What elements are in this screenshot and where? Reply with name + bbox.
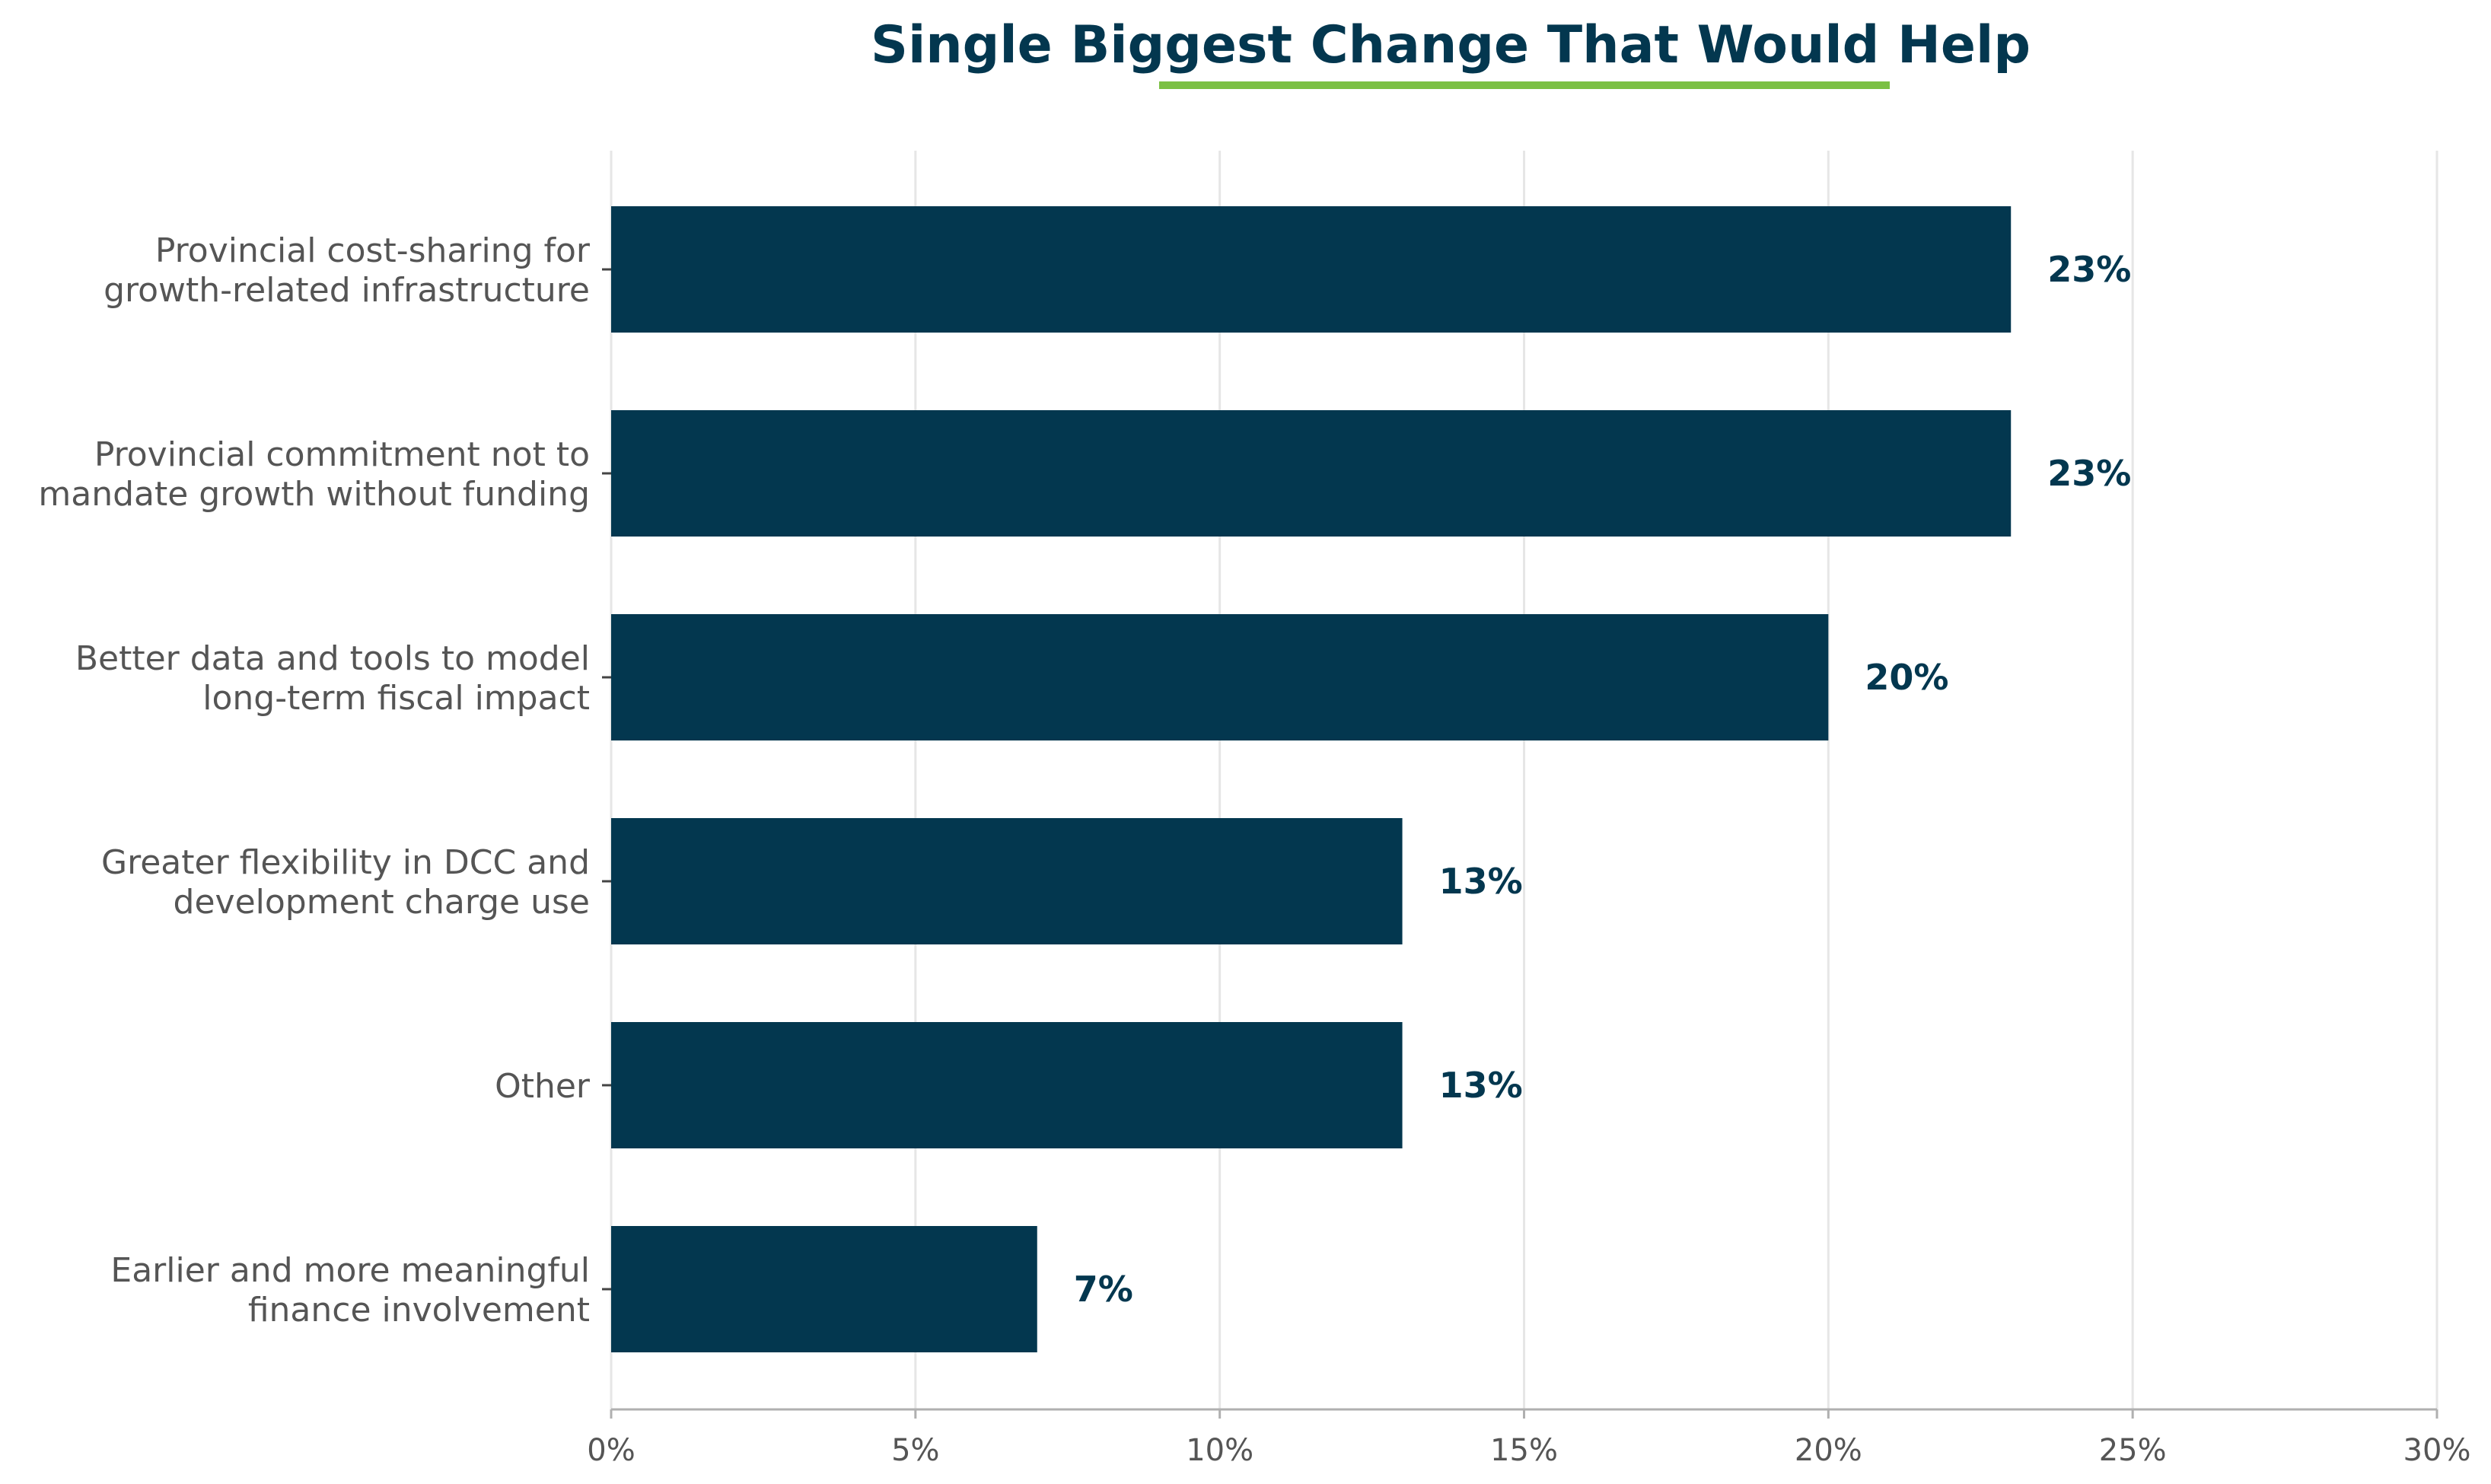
bars: [611, 206, 2012, 1352]
bar: [611, 1022, 1403, 1148]
title-underline: [1159, 81, 1890, 89]
value-label: 23%: [2047, 249, 2131, 290]
value-labels: 23% 23% 20% 13% 13% 7%: [1074, 249, 2132, 1310]
x-tick-label: 15%: [1490, 1433, 1558, 1468]
x-tick-label: 10%: [1186, 1433, 1253, 1468]
axes: [602, 268, 2438, 1419]
x-tick-label: 30%: [2403, 1433, 2471, 1468]
x-tick-label: 20%: [1795, 1433, 1862, 1468]
category-label: Earlier and more meaningful finance invol…: [110, 1251, 590, 1330]
x-tick-label: 5%: [891, 1433, 939, 1468]
value-label: 20%: [1865, 657, 1948, 698]
category-label: Other: [495, 1067, 591, 1106]
x-tick-label: 0%: [587, 1433, 635, 1468]
bar: [611, 614, 1829, 740]
grid-lines: [610, 151, 2438, 1409]
bar: [611, 206, 2012, 333]
category-label: Better data and tools to model long-term …: [75, 639, 590, 718]
bar: [611, 410, 2012, 537]
value-label: 7%: [1074, 1269, 1133, 1310]
x-tick-label: 25%: [2099, 1433, 2167, 1468]
category-labels: Provincial cost-sharing for growth-relate…: [38, 231, 591, 1330]
bar: [611, 1226, 1037, 1352]
value-label: 23%: [2047, 453, 2131, 494]
chart-title: Single Biggest Change That Would Help: [871, 15, 2031, 75]
x-tick-labels: 0% 5% 10% 15% 20% 25% 30%: [587, 1433, 2470, 1468]
value-label: 13%: [1439, 1065, 1523, 1106]
category-label: Greater flexibility in DCC and developmen…: [101, 843, 590, 922]
bar: [611, 818, 1403, 944]
value-label: 13%: [1439, 861, 1523, 902]
category-label: Provincial cost-sharing for growth-relate…: [104, 231, 591, 310]
category-label: Provincial commitment not to mandate grow…: [38, 435, 590, 514]
